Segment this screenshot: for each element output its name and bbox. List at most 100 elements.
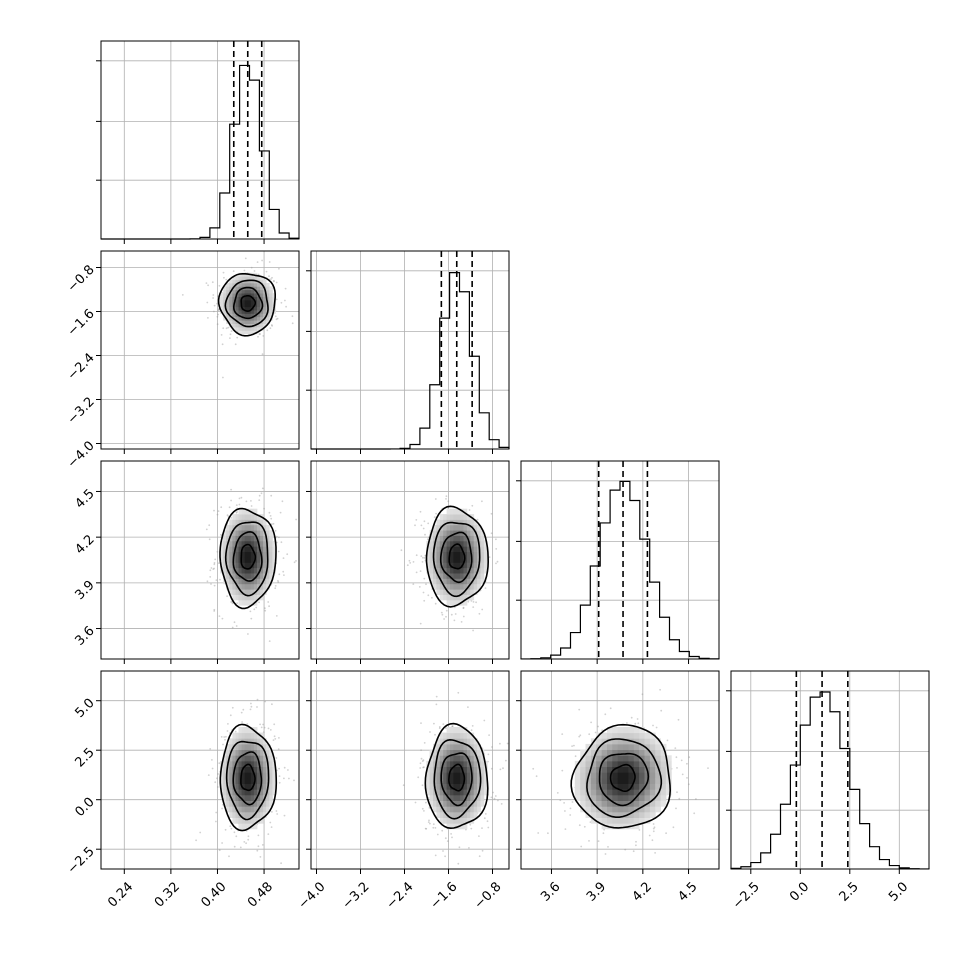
sample-point	[632, 850, 635, 853]
density-cell	[466, 743, 471, 750]
density-cell	[628, 806, 635, 813]
sample-point	[243, 269, 246, 272]
density-cell	[250, 282, 255, 287]
density-cell	[253, 282, 258, 287]
sample-point	[578, 708, 581, 711]
histogram-param-4	[730, 691, 930, 870]
sample-point	[280, 541, 283, 544]
density-cell	[257, 794, 261, 801]
density-cell	[649, 749, 656, 756]
density-cell	[439, 806, 444, 813]
density-cell	[463, 777, 468, 784]
density-cell	[250, 789, 255, 796]
sample-point	[223, 276, 225, 279]
density-cell	[436, 546, 441, 552]
density-cell	[257, 296, 261, 301]
sample-point	[282, 557, 285, 559]
density-cell	[429, 573, 434, 579]
sample-point	[653, 826, 656, 829]
density-cell	[266, 806, 270, 813]
density-cell	[260, 310, 264, 314]
density-cell	[433, 578, 437, 585]
density-cell	[238, 508, 242, 515]
sample-point	[278, 267, 280, 270]
density-cell	[574, 772, 581, 779]
sample-point	[574, 755, 577, 758]
sample-point	[214, 558, 217, 561]
sample-point	[278, 573, 281, 576]
density-cell	[628, 777, 635, 784]
density-cell	[238, 755, 242, 762]
density-cell	[436, 557, 441, 563]
sample-point	[426, 538, 429, 541]
sample-point	[415, 571, 418, 574]
sample-point	[495, 538, 497, 541]
sample-point	[423, 520, 426, 523]
sample-point	[687, 783, 690, 786]
density-cell	[223, 755, 227, 762]
density-cell	[241, 732, 246, 739]
density-cell	[483, 789, 488, 796]
sample-point	[438, 726, 441, 728]
density-cell	[439, 540, 444, 547]
sample-point	[561, 769, 564, 772]
density-cell	[269, 530, 273, 536]
sample-point	[681, 773, 684, 776]
density-cell	[596, 760, 602, 767]
density-cell	[257, 303, 261, 308]
density-cell	[241, 594, 246, 601]
density-cell	[260, 578, 264, 585]
density-cell	[426, 766, 431, 773]
sample-point	[444, 837, 447, 840]
density-cell	[639, 806, 645, 813]
density-cell	[450, 789, 454, 796]
sample-point	[535, 775, 538, 778]
density-cell	[628, 760, 635, 767]
density-cell	[250, 299, 255, 304]
density-cell	[617, 817, 624, 824]
sample-point	[213, 584, 216, 587]
density-cell	[453, 508, 458, 515]
density-cell	[260, 535, 264, 542]
density-cell	[473, 755, 478, 762]
density-cell	[226, 743, 230, 750]
density-cell	[660, 766, 667, 773]
density-cell	[263, 777, 267, 784]
density-cell	[466, 806, 471, 813]
sample-point	[216, 513, 219, 516]
density-cell	[456, 806, 461, 813]
density-cell	[460, 817, 464, 824]
sample-point	[250, 266, 253, 269]
density-cell	[244, 303, 249, 308]
density-cell	[229, 546, 233, 552]
density-cell	[247, 524, 252, 531]
density-cell	[628, 732, 635, 739]
density-cell	[269, 299, 273, 304]
sample-point	[274, 585, 277, 587]
sample-point	[434, 854, 437, 857]
density-cell	[483, 557, 488, 563]
density-cell	[633, 755, 640, 762]
sample-point	[258, 499, 261, 501]
density-cell	[229, 519, 233, 526]
density-cell	[232, 293, 236, 297]
density-cell	[660, 783, 667, 790]
density-cell	[655, 755, 661, 762]
sample-point	[207, 317, 209, 319]
density-cell	[439, 794, 444, 801]
density-cell	[470, 562, 475, 569]
density-cell	[660, 749, 667, 756]
density-cell	[436, 766, 441, 773]
sample-point	[268, 640, 271, 642]
sample-point	[270, 324, 273, 326]
sample-point	[462, 607, 465, 610]
density-cell	[644, 806, 651, 813]
sample-point	[275, 318, 278, 321]
density-cell	[260, 789, 264, 796]
sample-point	[235, 511, 238, 514]
sample-point	[680, 759, 683, 762]
density-cell	[628, 772, 635, 779]
density-cell	[250, 514, 255, 520]
sample-point	[453, 619, 456, 622]
density-cell	[247, 817, 252, 824]
